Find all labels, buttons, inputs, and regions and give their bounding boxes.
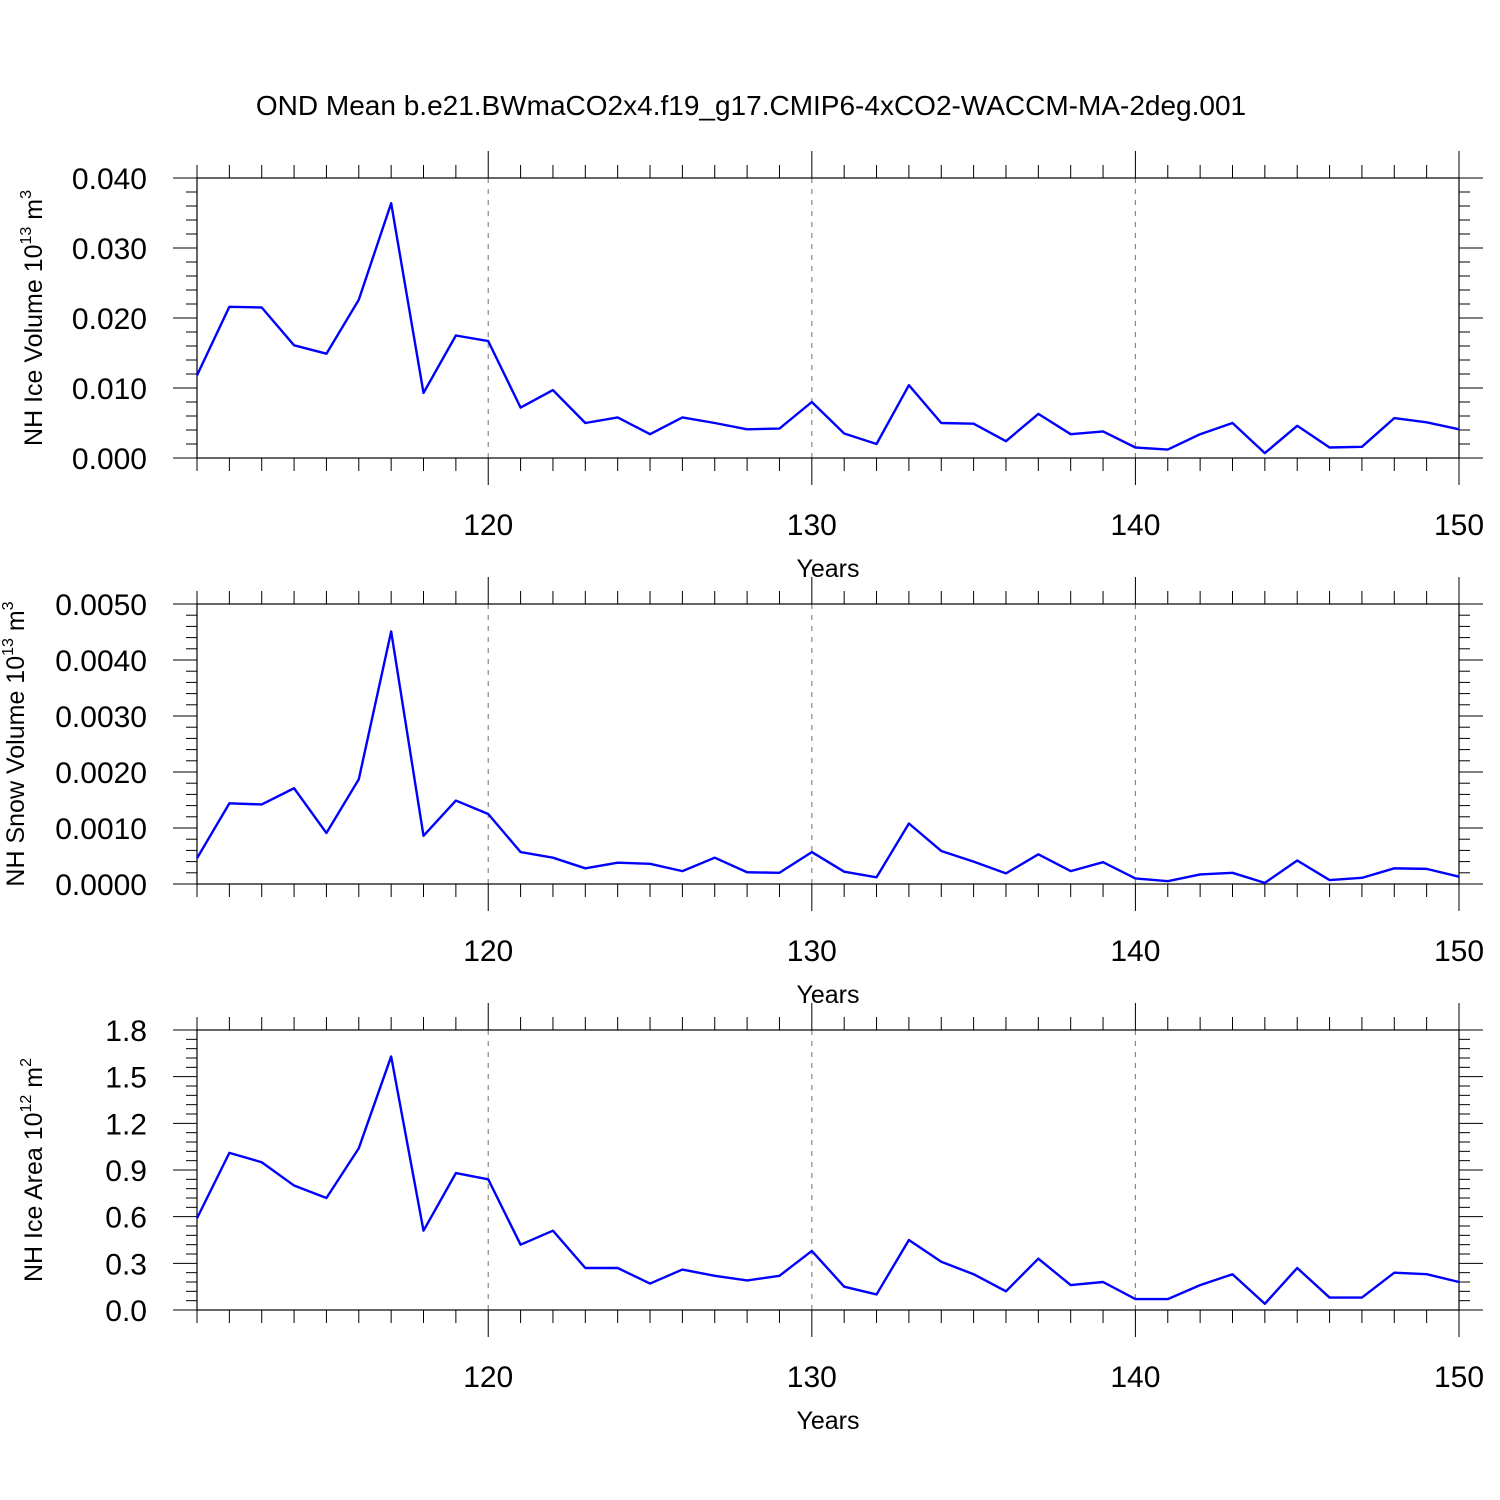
- panel-snow-volume: 0.0000 0.0010 0.0020 0.0030 0.0040 0.0050 120 1…: [0, 577, 1484, 1009]
- ice-volume-xtick-label-2: 140: [1110, 509, 1160, 542]
- ice-area-plot-frame: [196, 1029, 1460, 1311]
- snow-volume-series-line-0: [195, 630, 1460, 885]
- ice-volume-xtick-label-3: 150: [1434, 509, 1484, 542]
- ice-area-series-line-0: [195, 1055, 1460, 1305]
- ice-volume-y-axis-label: NH Ice Volume 1013 m3: [18, 190, 48, 446]
- snow-volume-x-axis-label: Years: [796, 981, 859, 1009]
- snow-volume-xtick-label-1: 130: [787, 935, 837, 968]
- ice-area-xtick-label-0: 120: [463, 1361, 513, 1394]
- panels-group: 0.000 0.010 0.020 0.030 0.040 120 130 140 150 Yea…: [0, 151, 1484, 1435]
- ice-area-y-axis-label: NH Ice Area 1012 m2: [18, 1058, 48, 1282]
- figure-title: OND Mean b.e21.BWmaCO2x4.f19_g17.CMIP6-4…: [256, 90, 1246, 121]
- ice-volume-x-axis-label: Years: [796, 555, 859, 583]
- snow-volume-y-axis-label: NH Snow Volume 1013 m3: [0, 601, 30, 886]
- ice-volume-xtick-label-1: 130: [787, 509, 837, 542]
- snow-volume-ytick-label-3: 0.0030: [55, 701, 147, 734]
- snow-volume-plot-frame: [196, 603, 1460, 885]
- ice-volume-xtick-label-0: 120: [463, 509, 513, 542]
- snow-volume-ytick-label-2: 0.0020: [55, 757, 147, 790]
- ice-volume-ytick-label-3: 0.030: [72, 233, 147, 266]
- snow-volume-ytick-label-4: 0.0040: [55, 645, 147, 678]
- ice-area-ytick-label-4: 1.2: [105, 1108, 147, 1141]
- ice-volume-series-line-0: [195, 201, 1460, 455]
- panel-ice-area: 0.0 0.3 0.6 0.9 1.2 1.5 1.8 120 130 140 150 Years NH…: [18, 1003, 1484, 1435]
- snow-volume-ytick-label-1: 0.0010: [55, 813, 147, 846]
- ice-area-ytick-label-2: 0.6: [105, 1202, 147, 1235]
- ice-area-ytick-label-5: 1.5: [105, 1062, 147, 1095]
- snow-volume-ytick-label-5: 0.0050: [55, 589, 147, 622]
- ice-volume-ytick-label-4: 0.040: [72, 163, 147, 196]
- ice-volume-plot-frame: [196, 177, 1460, 459]
- ice-volume-ytick-label-1: 0.010: [72, 373, 147, 406]
- ice-area-ytick-label-6: 1.8: [105, 1015, 147, 1048]
- snow-volume-xtick-label-2: 140: [1110, 935, 1160, 968]
- ice-area-ytick-label-1: 0.3: [105, 1248, 147, 1281]
- snow-volume-xtick-label-3: 150: [1434, 935, 1484, 968]
- ice-volume-ytick-label-2: 0.020: [72, 303, 147, 336]
- panel-ice-volume: 0.000 0.010 0.020 0.030 0.040 120 130 140 150 Yea…: [18, 151, 1484, 583]
- snow-volume-ytick-label-0: 0.0000: [55, 869, 147, 902]
- ice-area-x-axis-label: Years: [796, 1407, 859, 1435]
- ice-area-xtick-label-3: 150: [1434, 1361, 1484, 1394]
- ice-volume-ytick-label-0: 0.000: [72, 443, 147, 476]
- ice-area-ytick-label-3: 0.9: [105, 1155, 147, 1188]
- ice-area-xtick-label-1: 130: [787, 1361, 837, 1394]
- ice-area-ytick-label-0: 0.0: [105, 1295, 147, 1328]
- ice-area-xtick-label-2: 140: [1110, 1361, 1160, 1394]
- snow-volume-xtick-label-0: 120: [463, 935, 513, 968]
